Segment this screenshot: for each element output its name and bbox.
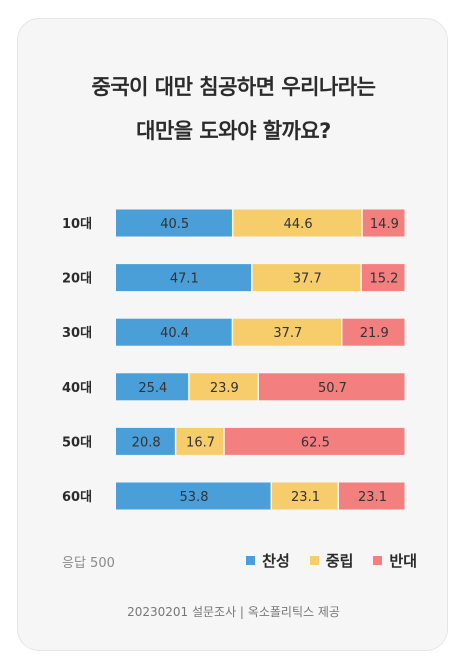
chart-title-line-2: 대만을 도와야 할까요? [136, 119, 331, 143]
data-label-neutral: 16.7 [186, 435, 215, 450]
data-label-agree: 53.8 [180, 490, 209, 505]
category-label: 30대 [62, 326, 92, 341]
data-label-neutral: 23.9 [210, 381, 239, 396]
category-label: 60대 [62, 490, 92, 505]
data-label-oppose: 23.1 [358, 490, 387, 505]
bar-segment-oppose [339, 482, 405, 510]
bar-segment-agree [116, 209, 232, 237]
bar-segment-agree [116, 482, 271, 510]
bar-segment-neutral [189, 373, 258, 401]
bar-segment-neutral [252, 264, 361, 292]
legend-swatch-agree [246, 556, 256, 565]
bar-segment-neutral [233, 209, 362, 237]
legend-label-agree: 찬성 [262, 552, 290, 570]
data-label-neutral: 44.6 [284, 217, 313, 232]
data-label-oppose: 50.7 [318, 381, 347, 396]
data-label-agree: 25.4 [138, 381, 167, 396]
legend: 찬성 중립 반대 [246, 550, 417, 571]
legend-item-agree: 찬성 [246, 550, 290, 571]
bar-segment-agree [116, 264, 252, 292]
category-label: 10대 [62, 217, 92, 232]
data-label-oppose: 15.2 [369, 272, 398, 287]
category-label: 40대 [62, 381, 92, 396]
legend-item-oppose: 반대 [373, 550, 417, 571]
bar-segment-oppose [361, 264, 405, 292]
data-label-neutral: 37.7 [293, 272, 322, 287]
bar-segment-oppose [224, 427, 405, 455]
stacked-bar-chart: 10대 40.5 44.6 14.9 20대 47.1 37.7 15.2 30대 40.4 37.… [62, 209, 405, 510]
bar-segment-neutral [233, 318, 341, 346]
data-label-agree: 40.5 [160, 217, 189, 232]
data-label-neutral: 23.1 [291, 490, 320, 505]
bar-segment-agree [116, 373, 189, 401]
bar-segment-oppose [258, 373, 405, 401]
category-label: 50대 [62, 435, 92, 450]
source-note: 20230201 설문조사 | 옥소폴리틱스 제공 [127, 605, 340, 619]
data-label-oppose: 14.9 [370, 217, 399, 232]
legend-swatch-neutral [309, 556, 319, 565]
legend-label-neutral: 중립 [325, 552, 354, 570]
data-label-agree: 47.1 [170, 272, 199, 287]
data-label-agree: 20.8 [132, 435, 161, 450]
bar-segment-neutral [176, 427, 224, 455]
bar-segment-agree [116, 318, 232, 346]
chart-card: 중국이 대만 침공하면 우리나라는 대만을 도와야 할까요? 10대 40.5 44… [17, 18, 448, 651]
legend-label-oppose: 반대 [389, 552, 417, 570]
data-label-oppose: 62.5 [301, 435, 330, 450]
bar-segment-agree [116, 427, 175, 455]
data-label-oppose: 21.9 [360, 326, 389, 341]
respondent-count: 응답 500 [62, 556, 115, 571]
category-label: 20대 [62, 272, 92, 287]
bar-segment-oppose [362, 209, 405, 237]
data-label-agree: 40.4 [160, 326, 189, 341]
bar-segment-oppose [342, 318, 405, 346]
legend-item-neutral: 중립 [309, 550, 354, 571]
chart-title-line-1: 중국이 대만 침공하면 우리나라는 [91, 75, 376, 99]
data-label-neutral: 37.7 [273, 326, 302, 341]
legend-swatch-oppose [373, 556, 383, 565]
bar-segment-neutral [272, 482, 338, 510]
